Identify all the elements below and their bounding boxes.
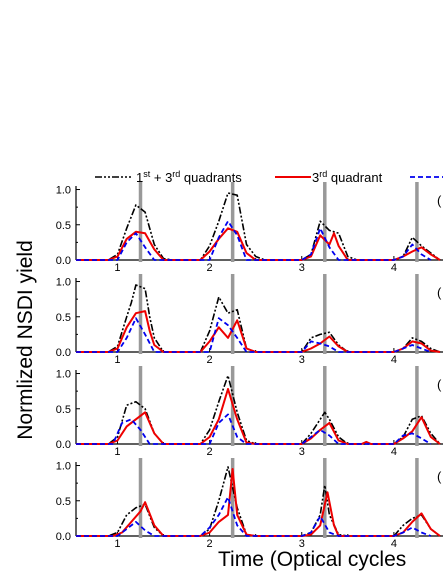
y-tick-label: 0.0	[56, 255, 71, 267]
y-tick-label: 1.0	[56, 369, 71, 381]
series-line-q13	[76, 284, 441, 353]
y-tick-label: 0.0	[56, 439, 71, 451]
series-line-q3	[76, 388, 441, 445]
series-line-q3	[76, 227, 441, 261]
panel-label: (	[437, 469, 442, 484]
series-line-q1	[76, 496, 432, 537]
x-tick-label: 1	[114, 354, 120, 366]
x-tick-label: 4	[391, 354, 397, 366]
panel-1: 0.0 0.5 1.0 1 2 3 4 (	[56, 182, 443, 274]
series-line-q13	[76, 192, 441, 261]
y-tick-label: 0.0	[56, 531, 71, 543]
x-tick-label: 4	[391, 538, 397, 550]
x-tick-label: 2	[207, 446, 213, 458]
legend: 1st + 3rd quadrants 3rd quadrant	[95, 169, 443, 185]
x-tick-label: 2	[207, 354, 213, 366]
panels: 0.0 0.5 1.0 1 2 3 4 (0.0 0.5 1.0 1 2 3 4 (0.0 0.5 1.0 1 2 3…	[56, 182, 443, 550]
series-line-q3	[76, 468, 441, 537]
panel-label: (	[437, 377, 442, 392]
x-tick-label: 4	[391, 262, 397, 274]
legend-label-q13: 1st + 3rd quadrants	[136, 169, 242, 185]
x-tick-label: 3	[299, 538, 305, 550]
series-line-q1	[76, 413, 432, 445]
y-tick-label: 1.0	[56, 185, 71, 197]
x-tick-label: 3	[299, 446, 305, 458]
panel-label: (	[437, 285, 442, 300]
y-tick-label: 0.5	[56, 220, 71, 232]
x-axis-title: Time (Optical cycles	[218, 548, 406, 571]
y-axis-title: Normlized NSDI yield	[14, 240, 37, 440]
y-tick-label: 0.0	[56, 347, 71, 359]
y-tick-label: 0.5	[56, 312, 71, 324]
x-tick-label: 3	[299, 354, 305, 366]
y-tick-label: 1.0	[56, 461, 71, 473]
x-tick-label: 3	[299, 262, 305, 274]
x-tick-label: 1	[114, 446, 120, 458]
x-tick-label: 4	[391, 446, 397, 458]
series-line-q13	[76, 374, 441, 445]
x-tick-label: 1	[114, 262, 120, 274]
panel-4: 0.0 0.5 1.0 1 2 3 4 (	[56, 458, 443, 550]
x-tick-label: 1	[114, 538, 120, 550]
x-tick-label: 2	[207, 538, 213, 550]
x-tick-label: 2	[207, 262, 213, 274]
y-tick-label: 0.5	[56, 496, 71, 508]
panel-label: (	[437, 193, 442, 208]
legend-label-q3: 3rd quadrant	[312, 169, 383, 185]
series-line-q1	[76, 220, 432, 261]
y-tick-label: 0.5	[56, 404, 71, 416]
panel-3: 0.0 0.5 1.0 1 2 3 4 (	[56, 366, 443, 458]
panel-2: 0.0 0.5 1.0 1 2 3 4 (	[56, 274, 443, 366]
y-tick-label: 1.0	[56, 277, 71, 289]
